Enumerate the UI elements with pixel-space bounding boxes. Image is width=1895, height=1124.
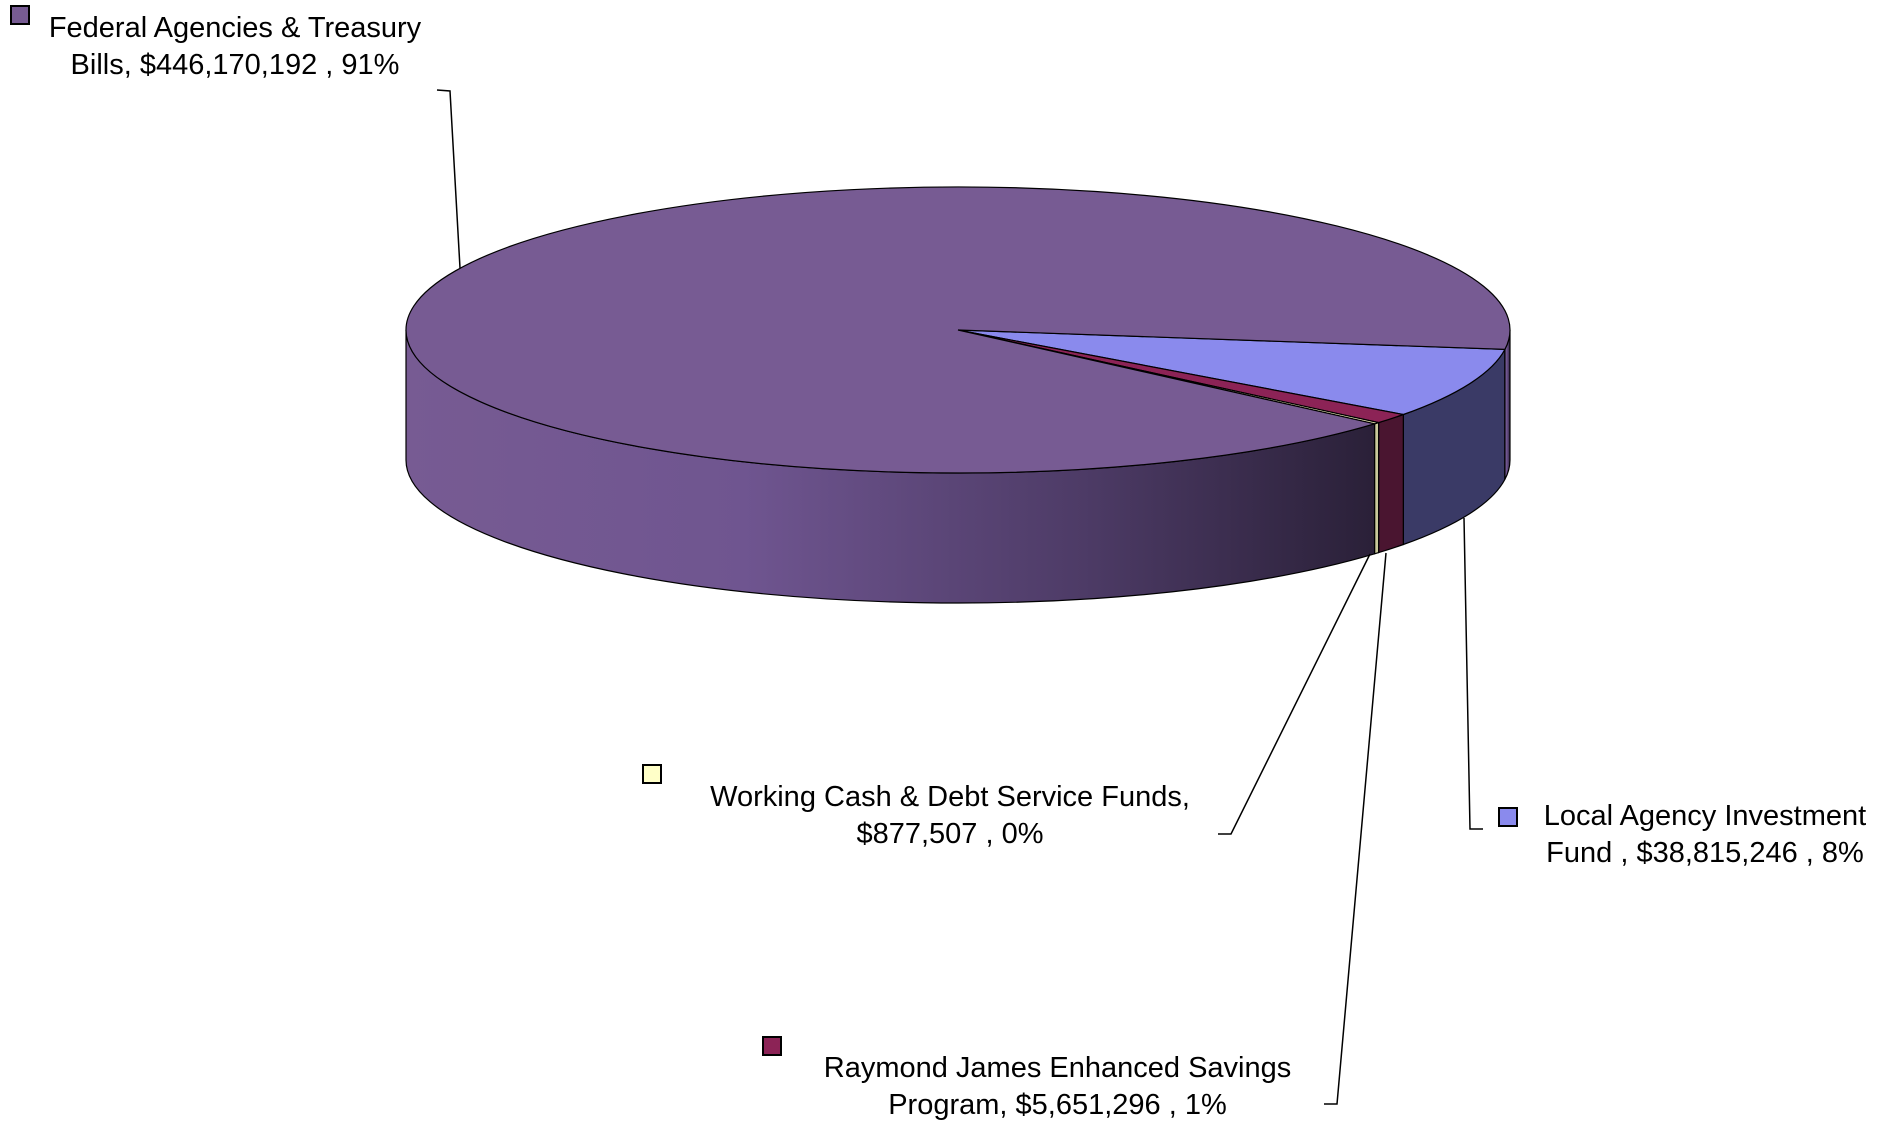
legend-swatch-federal	[10, 5, 30, 25]
legend-swatch-laif	[1498, 807, 1518, 827]
slice-label-federal: Federal Agencies & Treasury Bills, $446,…	[35, 10, 435, 84]
slice-label-laif: Local Agency Investment Fund , $38,815,2…	[1520, 798, 1890, 872]
pie-top	[405, 186, 1511, 474]
slice-label-federal-line1: Federal Agencies & Treasury	[48, 12, 422, 44]
leader-line-laif	[1463, 517, 1483, 830]
slice-label-raymond-james-line2: Program, $5,651,296 , 1%	[888, 1089, 1227, 1121]
leader-lines	[436, 89, 1483, 1105]
pie-slice-federal	[405, 186, 1511, 474]
legend-swatch-working-cash	[642, 764, 662, 784]
pie-side-working-cash	[1373, 421, 1380, 555]
slice-label-working-cash: Working Cash & Debt Service Funds, $877,…	[660, 779, 1240, 853]
slice-label-working-cash-line1: Working Cash & Debt Service Funds,	[710, 781, 1190, 813]
leader-line-working-cash	[1218, 553, 1371, 835]
slice-label-raymond-james-line1: Raymond James Enhanced Savings	[823, 1052, 1292, 1084]
slice-label-working-cash-line2: $877,507 , 0%	[856, 818, 1044, 850]
pie-side-raymond-james	[1378, 413, 1404, 554]
pie-side-federal	[1504, 329, 1511, 480]
slice-label-laif-line1: Local Agency Investment	[1543, 800, 1867, 832]
slice-label-federal-line2: Bills, $446,170,192 , 91%	[70, 49, 400, 81]
legend-swatch-raymond-james	[762, 1036, 782, 1056]
pie-slice-laif	[957, 329, 1506, 416]
leader-line-raymond-james	[1324, 552, 1387, 1105]
leader-line-federal	[436, 89, 461, 269]
slice-label-laif-line2: Fund , $38,815,246 , 8%	[1546, 837, 1864, 869]
